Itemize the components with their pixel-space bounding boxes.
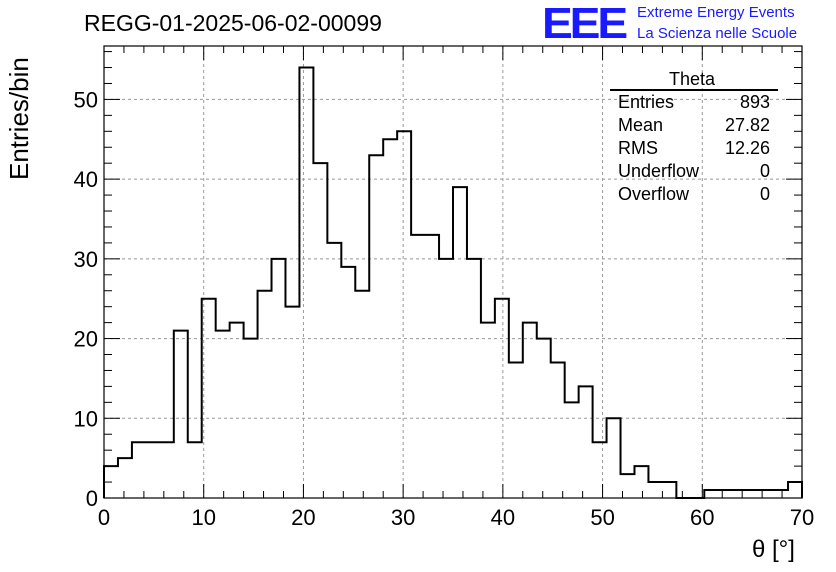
y-tick-label: 50 — [74, 87, 98, 112]
x-tick-label: 50 — [590, 505, 614, 530]
histogram-bin — [551, 362, 565, 498]
stats-label: Overflow — [618, 184, 690, 204]
x-tick-label: 0 — [98, 505, 110, 530]
y-tick-label: 10 — [74, 406, 98, 431]
y-tick-label: 40 — [74, 167, 98, 192]
eee-logo: EEE — [542, 0, 628, 48]
histogram-bin — [718, 490, 732, 498]
stats-label: Entries — [618, 92, 675, 112]
histogram-bin — [523, 323, 537, 498]
histogram-bin — [118, 458, 132, 498]
histogram-bin — [425, 235, 439, 498]
y-axis-label: Entries/bin — [4, 57, 34, 180]
histogram-bin — [662, 482, 676, 498]
histogram-bin — [509, 362, 523, 498]
histogram-bin — [369, 155, 383, 498]
histogram-bin — [174, 331, 188, 498]
histogram-bin — [648, 482, 662, 498]
histogram-bin — [411, 235, 425, 498]
histogram-bin — [788, 482, 802, 498]
stats-row-mean: Mean 27.82 — [610, 114, 778, 137]
x-tick-label: 40 — [491, 505, 515, 530]
histogram-bin — [439, 259, 453, 498]
histogram-bin — [230, 323, 244, 498]
stats-value: 893 — [739, 92, 770, 112]
histogram-bin — [272, 259, 286, 498]
histogram-bin — [285, 307, 299, 498]
histogram-bin — [495, 299, 509, 498]
histogram-bin — [634, 466, 648, 498]
histogram-bin — [453, 187, 467, 498]
stats-value: 27.82 — [724, 115, 770, 135]
stats-label: Underflow — [618, 161, 700, 181]
histogram-bin — [383, 139, 397, 498]
histogram-bin — [188, 442, 202, 498]
x-axis-label: θ [°] — [752, 536, 795, 563]
stats-box: Theta Entries 893 Mean 27.82 RMS 12.26 U… — [610, 70, 778, 206]
stats-label: Mean — [618, 115, 664, 135]
x-tick-label: 30 — [391, 505, 415, 530]
histogram-bin — [774, 490, 788, 498]
histogram-bin — [355, 291, 369, 498]
stats-row-entries: Entries 893 — [610, 91, 778, 114]
histogram-bin — [216, 331, 230, 498]
stats-title: Theta — [610, 70, 778, 91]
histogram-bin — [579, 386, 593, 498]
histogram-bin — [327, 243, 341, 498]
histogram-bin — [397, 131, 411, 498]
x-tick-label: 10 — [191, 505, 215, 530]
stats-value: 0 — [759, 161, 770, 181]
plot-frame — [103, 45, 803, 499]
histogram-bin — [132, 442, 146, 498]
x-tick-label: 20 — [291, 505, 315, 530]
stats-row-rms: RMS 12.26 — [610, 137, 778, 160]
histogram-outline — [103, 66, 803, 499]
run-title: REGG-01-2025-06-02-00099 — [84, 10, 382, 36]
logo-line-1: Extreme Energy Events — [637, 4, 795, 21]
stats-label: RMS — [618, 138, 658, 158]
histogram-bin — [258, 291, 272, 498]
x-tick-label: 60 — [690, 505, 714, 530]
y-tick-label: 0 — [86, 486, 98, 511]
histogram-bin — [593, 442, 607, 498]
histogram-bin — [341, 267, 355, 498]
stats-value: 12.26 — [724, 138, 770, 158]
histogram-bin — [565, 402, 579, 498]
histogram-bin — [704, 490, 718, 498]
stats-row-underflow: Underflow 0 — [610, 160, 778, 183]
histogram-bin — [146, 442, 160, 498]
histogram-bin — [607, 418, 621, 498]
y-tick-label: 30 — [74, 247, 98, 272]
histogram-bin — [746, 490, 760, 498]
x-tick-label: 70 — [790, 505, 814, 530]
stats-value: 0 — [759, 184, 770, 204]
logo-line-2: La Scienza nelle Scuole — [637, 25, 798, 42]
histogram-bin — [160, 442, 174, 498]
histogram-bin — [313, 163, 327, 498]
y-tick-label: 20 — [74, 327, 98, 352]
histogram-bin — [481, 323, 495, 498]
histogram-bin — [732, 490, 746, 498]
histogram-bin — [299, 68, 313, 498]
stats-row-overflow: Overflow 0 — [610, 183, 778, 206]
histogram-bin — [467, 259, 481, 498]
